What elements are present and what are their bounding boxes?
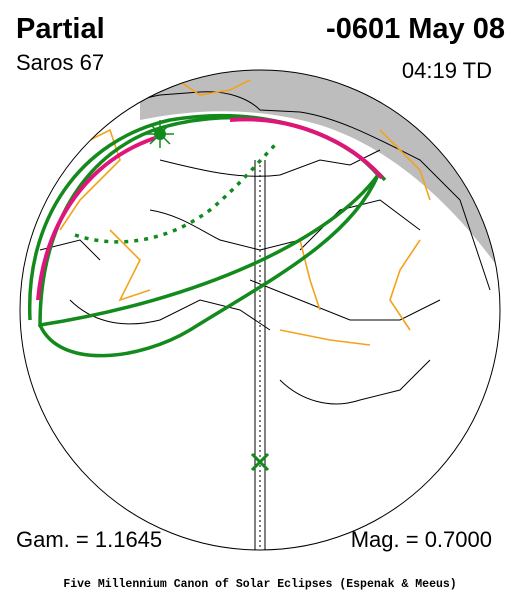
greatest-eclipse [146, 120, 174, 148]
gamma: Gam. = 1.1645 [16, 527, 162, 552]
saros: Saros 67 [16, 50, 104, 75]
magnitude: Mag. = 0.7000 [351, 527, 492, 552]
date: -0601 May 08 [326, 13, 505, 45]
penumbral-limit [38, 174, 380, 358]
coastline [69, 149, 441, 331]
max-eclipse-curve [36, 117, 384, 301]
time: 04:19 TD [402, 58, 492, 83]
credit: Five Millennium Canon of Solar Eclipses … [63, 578, 456, 591]
title: Partial [16, 13, 105, 45]
sub-solar-point [250, 452, 270, 472]
globe-outline [19, 69, 501, 551]
coastline [39, 239, 431, 405]
border [59, 74, 431, 346]
